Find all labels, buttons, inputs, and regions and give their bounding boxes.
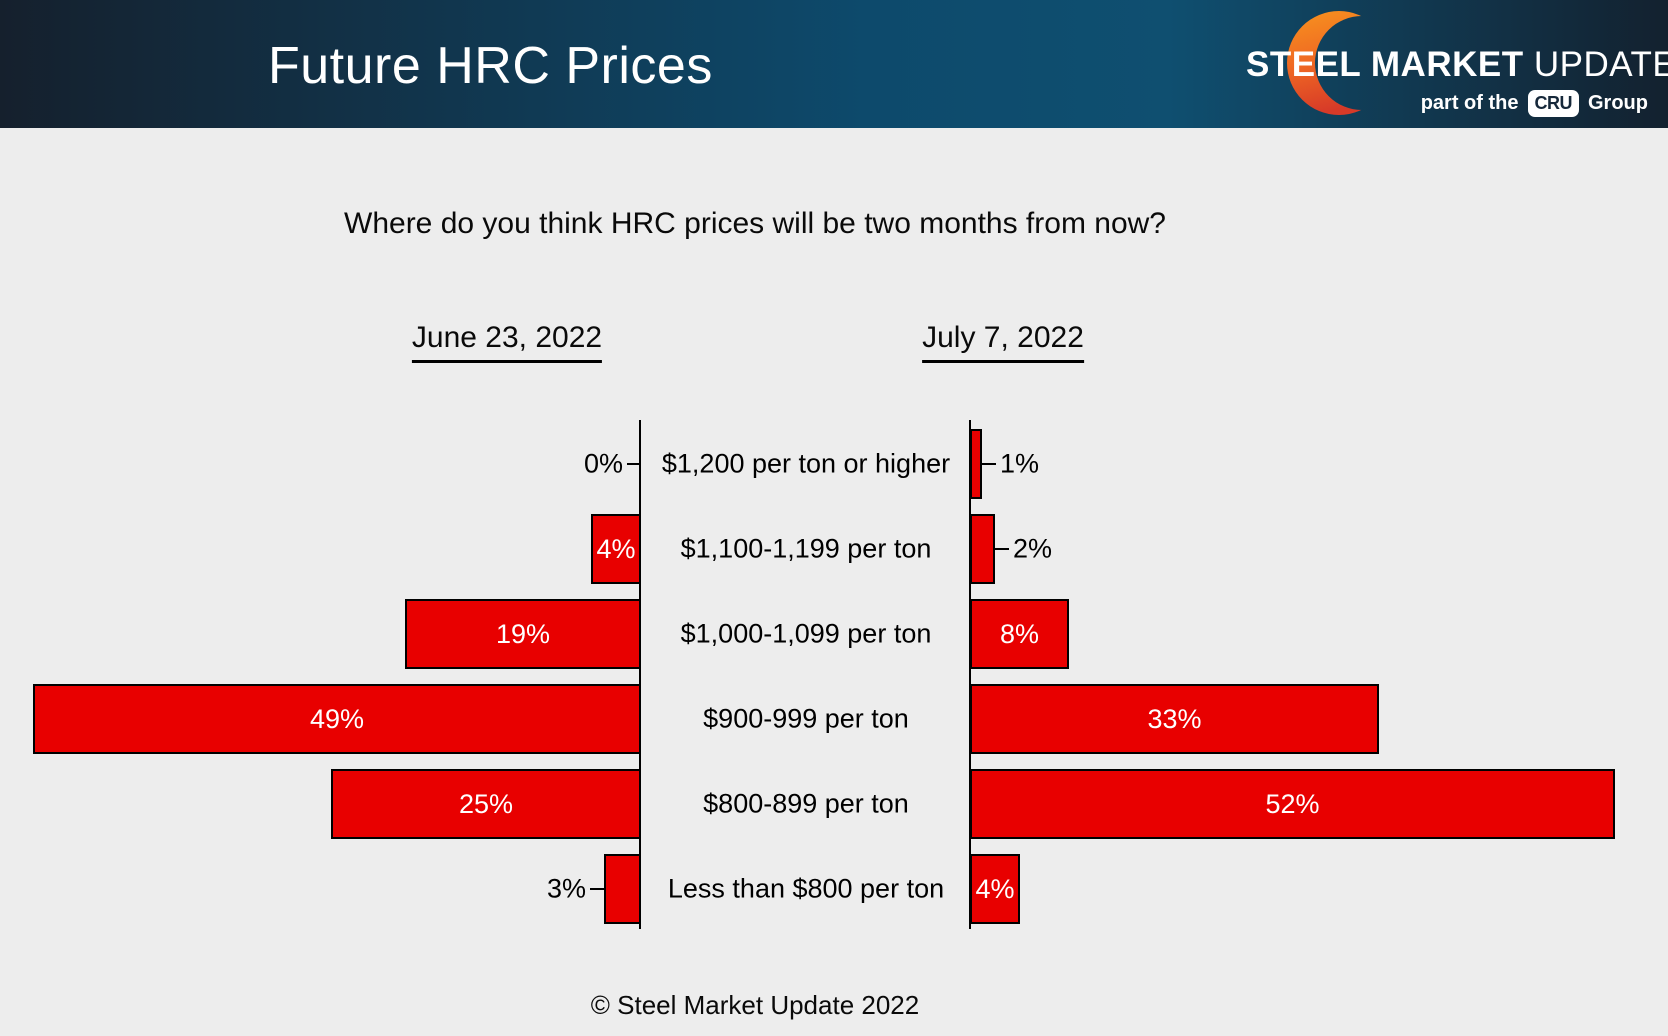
brand-steel-market: STEEL MARKET [1246, 45, 1524, 84]
leader-line [995, 548, 1009, 550]
july-bar [970, 514, 995, 584]
category-label: $900-999 per ton [703, 703, 909, 734]
value-label: 3% [546, 873, 586, 904]
july-bar: 4% [970, 854, 1020, 924]
page-title: Future HRC Prices [268, 37, 713, 95]
cru-badge: CRU [1527, 89, 1579, 117]
june-bar: 4% [591, 514, 641, 584]
value-label: 52% [1265, 788, 1320, 819]
category-label: $800-899 per ton [703, 788, 909, 819]
tagline-prefix: part of the [1420, 91, 1519, 114]
july-bar: 52% [970, 769, 1615, 839]
value-label: 4% [596, 533, 636, 564]
value-label: 8% [999, 618, 1040, 649]
category-label: Less than $800 per ton [667, 873, 945, 904]
july-bar: 8% [970, 599, 1069, 669]
app-header: Future HRC Prices STEEL MARKE [0, 0, 1668, 128]
column-header-july: July 7, 2022 [922, 321, 1084, 363]
june-bar: 25% [331, 769, 641, 839]
brand-name: STEEL MARKET UPDATE [1246, 45, 1668, 85]
june-bar: 49% [33, 684, 641, 754]
leader-line [590, 888, 604, 890]
value-label: 19% [495, 618, 551, 649]
leader-line [982, 463, 996, 465]
brand-update: UPDATE [1533, 45, 1668, 84]
value-label: 33% [1147, 703, 1202, 734]
copyright-text: © Steel Market Update 2022 [590, 990, 920, 1020]
value-label: 25% [458, 788, 514, 819]
tagline-suffix: Group [1588, 91, 1648, 114]
june-bar [604, 854, 641, 924]
june-bar: 19% [405, 599, 641, 669]
value-label: 0% [583, 448, 623, 479]
value-label: 4% [975, 873, 1015, 904]
july-bar: 33% [970, 684, 1379, 754]
brand-tagline: part of the CRU Group [1421, 86, 1648, 120]
category-label: $1,000-1,099 per ton [680, 618, 932, 649]
value-label: 49% [309, 703, 365, 734]
smu-logo: STEEL MARKET UPDATE part of the CRU Grou… [1180, 0, 1668, 128]
category-label: $1,100-1,199 per ton [680, 533, 932, 564]
leader-line [627, 463, 641, 465]
value-label: 2% [1013, 533, 1053, 564]
crescent-icon [1287, 11, 1391, 115]
value-label: 1% [1000, 448, 1040, 479]
chart-question: Where do you think HRC prices will be tw… [344, 207, 1166, 240]
left-chart-axis [639, 420, 641, 929]
july-bar [970, 429, 982, 499]
right-chart-axis [969, 420, 971, 929]
column-header-june: June 23, 2022 [411, 321, 603, 363]
category-label: $1,200 per ton or higher [661, 448, 951, 479]
